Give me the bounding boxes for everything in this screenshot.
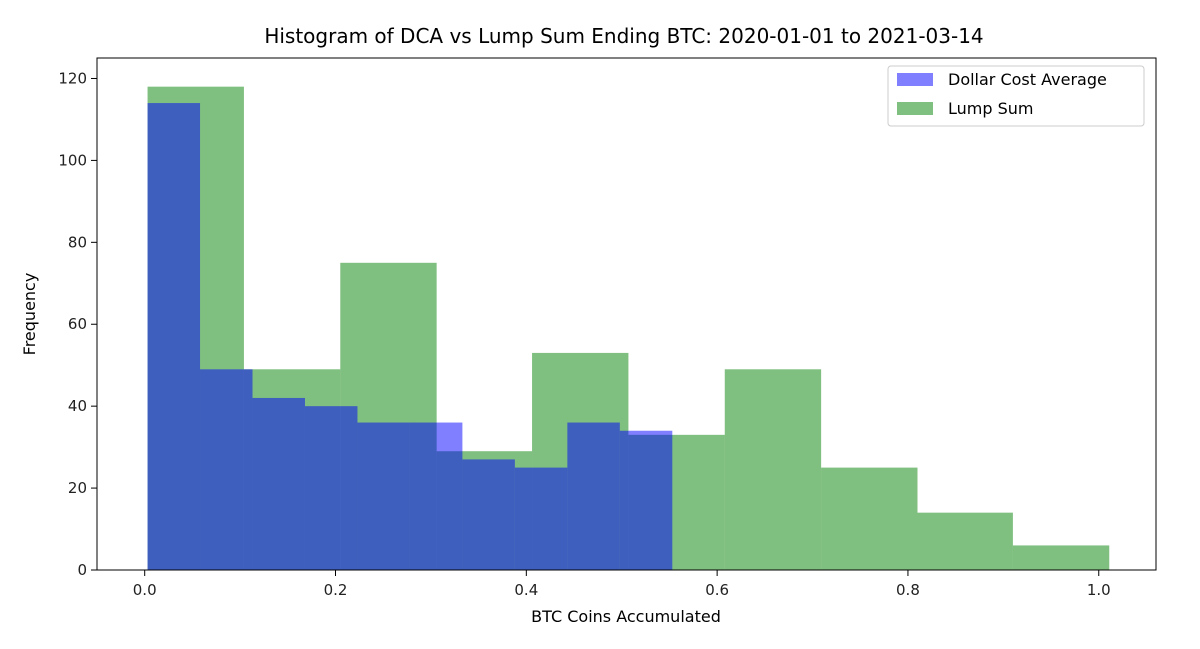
bar-lump-sum-7 bbox=[821, 467, 918, 570]
bar-dollar-cost-average-3 bbox=[304, 406, 358, 570]
y-tick-label: 80 bbox=[68, 233, 87, 251]
bar-dollar-cost-average-2 bbox=[252, 397, 305, 570]
legend-swatch-dca bbox=[897, 73, 933, 86]
x-tick-label: 0.4 bbox=[514, 581, 538, 599]
bar-dollar-cost-average-9 bbox=[619, 430, 673, 570]
bar-lump-sum-6 bbox=[724, 369, 822, 570]
y-tick-label: 0 bbox=[77, 561, 87, 579]
legend-label-dca: Dollar Cost Average bbox=[948, 70, 1107, 89]
x-tick-label: 0.2 bbox=[324, 581, 348, 599]
legend-label-lump-sum: Lump Sum bbox=[948, 99, 1033, 118]
bar-dollar-cost-average-5 bbox=[409, 422, 463, 570]
x-axis-label: BTC Coins Accumulated bbox=[531, 607, 721, 626]
y-tick-label: 20 bbox=[68, 479, 87, 497]
chart-title: Histogram of DCA vs Lump Sum Ending BTC:… bbox=[264, 24, 983, 48]
y-tick-label: 40 bbox=[68, 397, 87, 415]
y-axis-label: Frequency bbox=[20, 273, 39, 356]
legend: Dollar Cost Average Lump Sum bbox=[887, 65, 1145, 127]
x-tick-label: 0.6 bbox=[705, 581, 729, 599]
y-tick-label: 120 bbox=[58, 69, 87, 87]
legend-box bbox=[887, 65, 1145, 127]
bar-dollar-cost-average-7 bbox=[514, 467, 568, 570]
bar-dollar-cost-average-1 bbox=[200, 369, 253, 570]
bar-lump-sum-8 bbox=[917, 512, 1013, 570]
bar-dollar-cost-average-0 bbox=[147, 103, 201, 570]
bar-lump-sum-9 bbox=[1012, 545, 1110, 570]
x-tick-label: 1.0 bbox=[1087, 581, 1111, 599]
legend-swatch-lump-sum bbox=[897, 102, 933, 115]
plot-frame bbox=[96, 57, 1157, 571]
bars-layer bbox=[147, 86, 1110, 570]
x-axis: 0.0 0.2 0.4 0.6 0.8 1.0 bbox=[133, 570, 1111, 599]
bar-dollar-cost-average-6 bbox=[462, 459, 515, 570]
x-tick-label: 0.8 bbox=[896, 581, 920, 599]
y-tick-label: 60 bbox=[68, 315, 87, 333]
bar-dollar-cost-average-4 bbox=[357, 422, 410, 570]
x-tick-label: 0.0 bbox=[133, 581, 157, 599]
y-axis: 0 20 40 60 80 100 120 bbox=[58, 69, 97, 579]
bar-dollar-cost-average-8 bbox=[567, 422, 620, 570]
y-tick-label: 100 bbox=[58, 151, 87, 169]
